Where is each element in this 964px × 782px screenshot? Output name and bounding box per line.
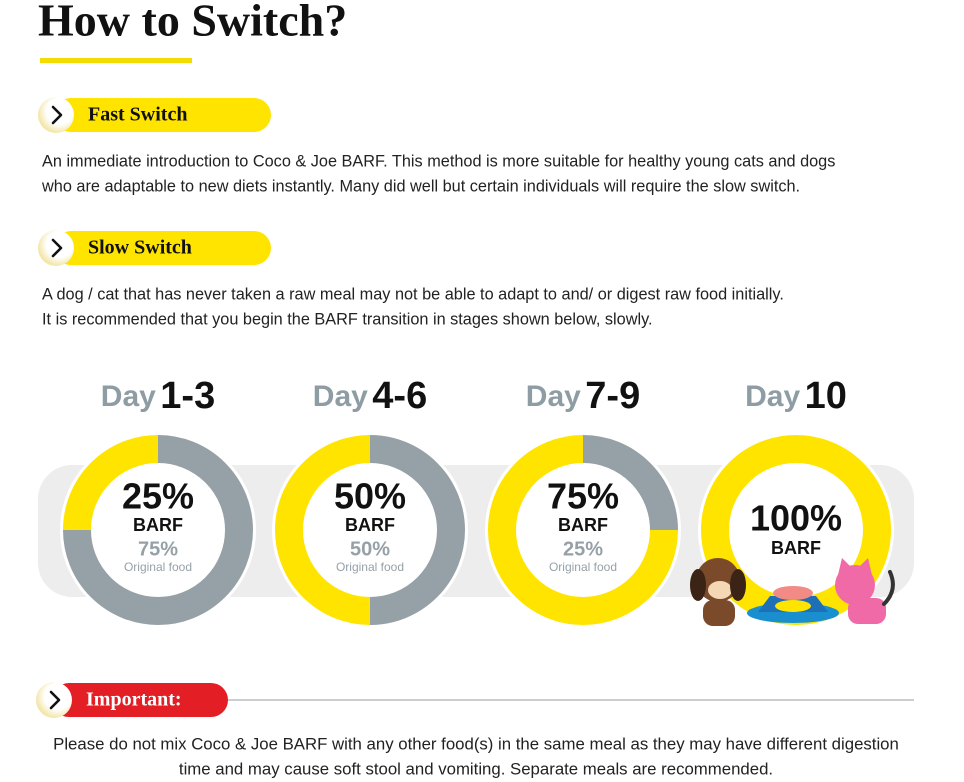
dog-ear [690, 569, 706, 601]
barf-text: BARF [558, 515, 608, 535]
pill-button [38, 97, 74, 133]
pill [54, 98, 271, 132]
barf-percent: 50% [334, 476, 406, 517]
day-word: Day [313, 380, 368, 413]
pill-label: Fast Switch [88, 104, 187, 126]
chevron [49, 690, 61, 710]
day-range: 10 [805, 375, 847, 417]
day-word: Day [745, 380, 800, 413]
paragraph-line: An immediate introduction to Coco & Joe … [42, 152, 835, 170]
day-word: Day [526, 380, 581, 413]
pets-illustration [690, 558, 895, 626]
cat-ears [838, 558, 872, 575]
day-header: Day 4-6 [313, 375, 427, 417]
pill [54, 231, 271, 265]
day-range: 4-6 [372, 375, 427, 417]
original-text: Original food [549, 560, 617, 574]
barf-percent: 75% [547, 476, 619, 517]
original-text: Original food [336, 560, 404, 574]
barf-arc [63, 435, 253, 625]
dog-ear [730, 569, 746, 601]
barf-text: BARF [771, 538, 821, 558]
barf-arc [488, 435, 678, 625]
barf-text: BARF [345, 515, 395, 535]
original-percent: 25% [563, 538, 603, 560]
day-header: Day 7-9 [526, 375, 640, 417]
pill-label: Slow Switch [88, 237, 192, 259]
pill-button [36, 682, 72, 718]
day-range: 7-9 [585, 375, 640, 417]
chevron [51, 105, 63, 125]
stages-band [38, 465, 914, 597]
day-header: Day 10 [745, 375, 847, 417]
paragraph-line: time and may cause soft stool and vomiti… [179, 759, 773, 778]
paragraph-line: A dog / cat that has never taken a raw m… [42, 285, 784, 303]
chevron [51, 238, 63, 258]
title-underline [40, 58, 192, 63]
paragraph-line: It is recommended that you begin the BAR… [42, 310, 653, 328]
bowl-label [775, 600, 811, 612]
day-header: Day 1-3 [101, 375, 215, 417]
pill-label: Important: [86, 689, 182, 711]
pill-button [38, 230, 74, 266]
day-range: 1-3 [160, 375, 215, 417]
day-word: Day [101, 380, 156, 413]
food [773, 586, 813, 600]
original-text: Original food [124, 560, 192, 574]
original-percent: 50% [350, 538, 390, 560]
dog-face [708, 581, 732, 599]
barf-percent: 25% [122, 476, 194, 517]
cat-tail [882, 570, 895, 606]
cat-body [848, 598, 886, 624]
barf-percent: 100% [750, 498, 842, 539]
paragraph-line: Please do not mix Coco & Joe BARF with a… [53, 734, 899, 753]
original-percent: 75% [138, 538, 178, 560]
cat-head [835, 565, 875, 605]
dog-body [703, 600, 735, 626]
paragraph-line: who are adaptable to new diets instantly… [41, 177, 800, 195]
title: How to Switch? [38, 0, 347, 46]
barf-arc [275, 435, 465, 625]
barf-text: BARF [133, 515, 183, 535]
pill [52, 683, 228, 717]
